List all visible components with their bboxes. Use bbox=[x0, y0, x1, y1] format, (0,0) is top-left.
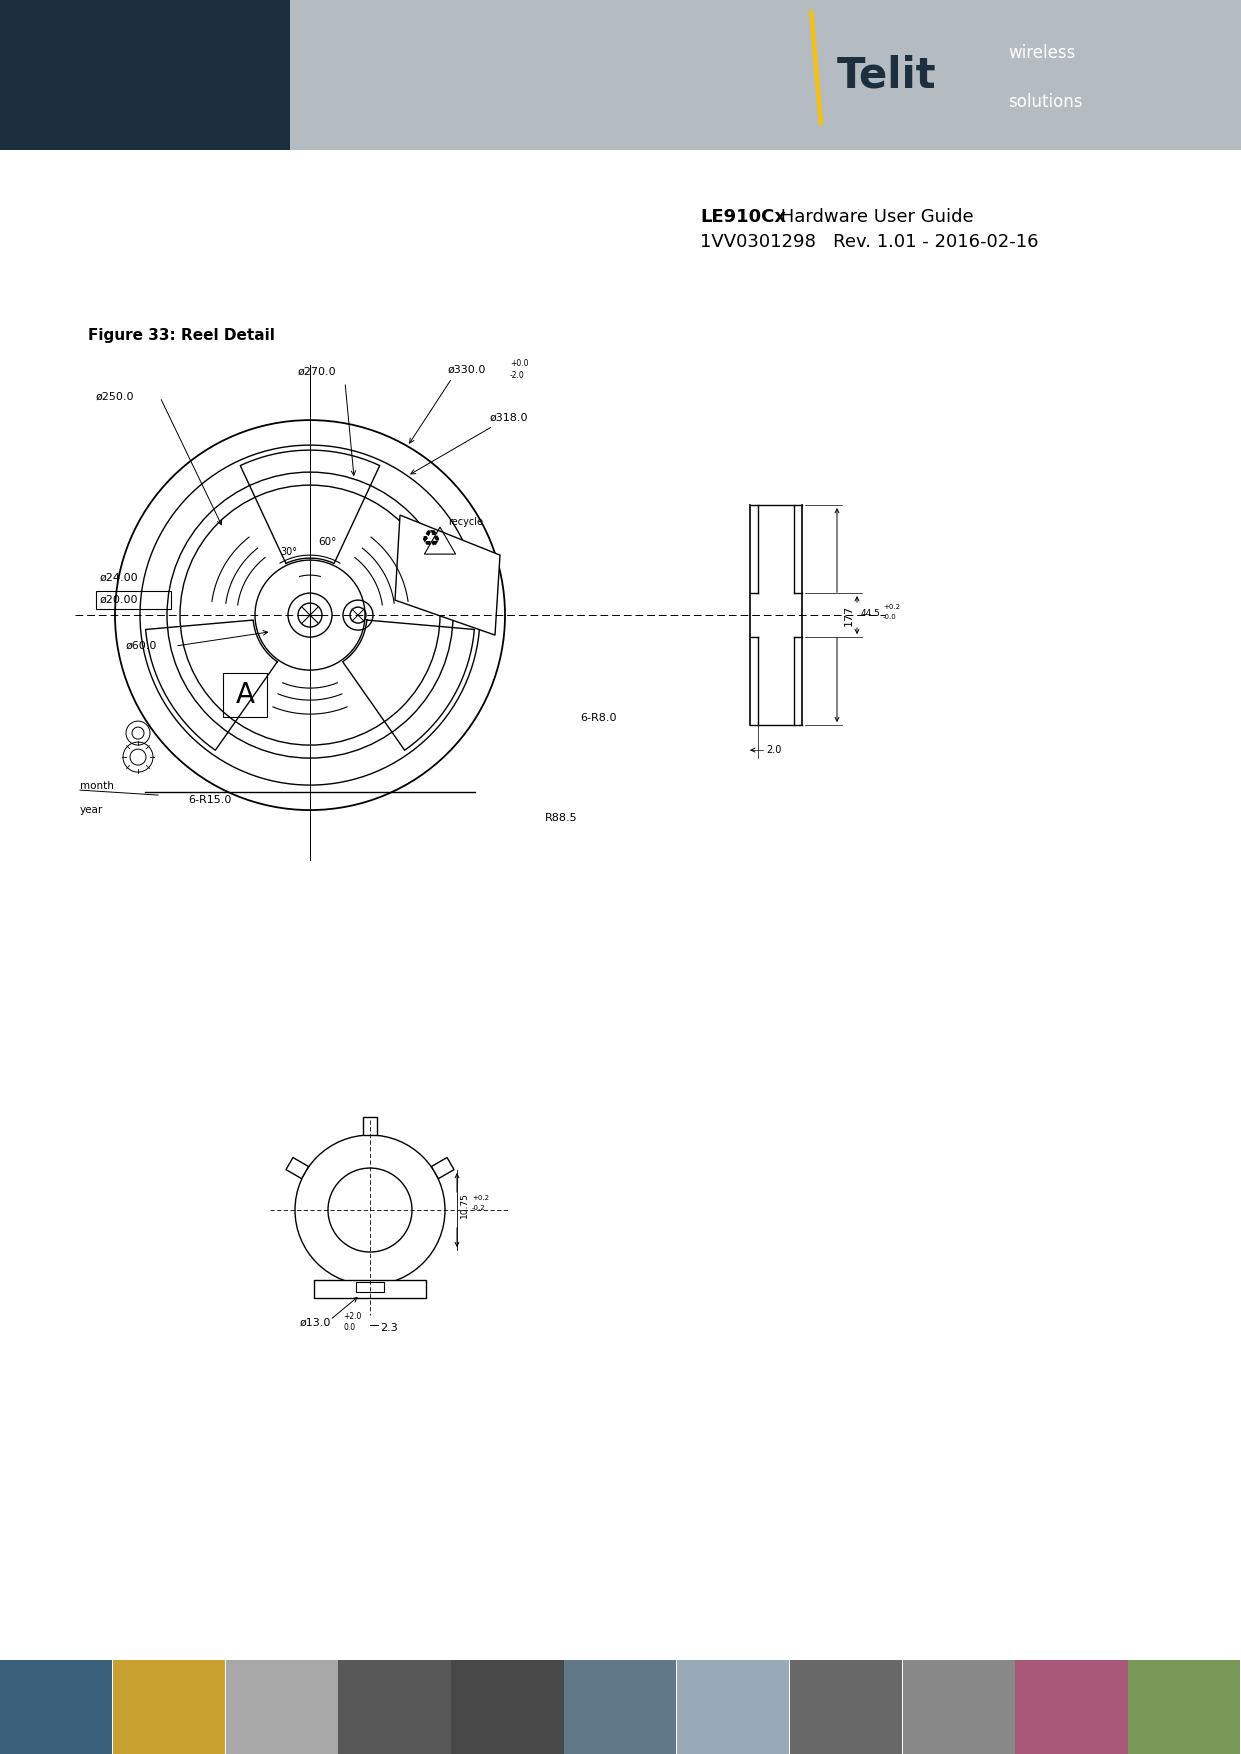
Text: -0.2: -0.2 bbox=[472, 1205, 485, 1210]
Text: 6-R15.0: 6-R15.0 bbox=[189, 795, 232, 805]
Text: ø330.0: ø330.0 bbox=[448, 365, 486, 375]
Bar bbox=[113, 1659, 225, 1754]
Bar bbox=[339, 1659, 450, 1754]
Polygon shape bbox=[285, 1158, 309, 1179]
Text: solutions: solutions bbox=[1008, 93, 1082, 111]
Bar bbox=[226, 1659, 338, 1754]
Polygon shape bbox=[364, 1117, 377, 1135]
Text: Telit: Telit bbox=[836, 54, 937, 96]
Text: +0.2: +0.2 bbox=[884, 603, 900, 610]
Text: -2.0: -2.0 bbox=[510, 370, 525, 379]
Bar bbox=[676, 1659, 789, 1754]
Text: 30°: 30° bbox=[280, 547, 297, 558]
Text: Hardware User Guide: Hardware User Guide bbox=[774, 209, 974, 226]
Text: +0.0: +0.0 bbox=[510, 358, 529, 368]
Text: 2.3: 2.3 bbox=[380, 1323, 398, 1333]
Polygon shape bbox=[395, 516, 500, 635]
Text: 1VV0301298   Rev. 1.01 - 2016-02-16: 1VV0301298 Rev. 1.01 - 2016-02-16 bbox=[700, 233, 1039, 251]
Text: 44.5: 44.5 bbox=[861, 609, 881, 617]
Bar bbox=[356, 1282, 383, 1293]
Text: 0.0: 0.0 bbox=[343, 1323, 355, 1331]
Text: 6-R8.0: 6-R8.0 bbox=[580, 714, 617, 723]
Text: year: year bbox=[79, 805, 103, 816]
Bar bbox=[1128, 1659, 1241, 1754]
Text: 2.0: 2.0 bbox=[766, 745, 782, 754]
Text: month: month bbox=[79, 781, 114, 791]
Text: 10.75: 10.75 bbox=[460, 1193, 469, 1217]
Bar bbox=[565, 1659, 676, 1754]
Bar bbox=[452, 1659, 563, 1754]
Polygon shape bbox=[432, 1158, 454, 1179]
Text: ø318.0: ø318.0 bbox=[490, 414, 529, 423]
Text: ø24.00: ø24.00 bbox=[101, 574, 139, 582]
Text: +2.0: +2.0 bbox=[343, 1312, 361, 1321]
Text: 60°: 60° bbox=[318, 537, 336, 547]
Text: ø270.0: ø270.0 bbox=[298, 367, 336, 377]
Text: recycle: recycle bbox=[448, 517, 483, 528]
Bar bbox=[314, 1280, 426, 1298]
Text: ø60.0: ø60.0 bbox=[127, 642, 158, 651]
Text: ø13.0: ø13.0 bbox=[300, 1317, 331, 1328]
Text: R88.5: R88.5 bbox=[545, 814, 577, 823]
Bar bbox=[0, 1659, 113, 1754]
Text: -0.0: -0.0 bbox=[884, 614, 897, 621]
Text: Figure 33: Reel Detail: Figure 33: Reel Detail bbox=[88, 328, 274, 344]
Text: wireless: wireless bbox=[1008, 44, 1076, 61]
Bar bbox=[1015, 1659, 1128, 1754]
Text: LE910Cx: LE910Cx bbox=[700, 209, 786, 226]
Text: 177: 177 bbox=[844, 605, 854, 626]
Bar bbox=[96, 591, 171, 609]
Bar bbox=[789, 1659, 902, 1754]
Text: ♻: ♻ bbox=[419, 530, 441, 551]
Bar bbox=[902, 1659, 1015, 1754]
Bar bbox=[223, 674, 267, 717]
Text: ø250.0: ø250.0 bbox=[96, 393, 134, 402]
Text: ø20.00: ø20.00 bbox=[101, 595, 139, 605]
Text: +0.2: +0.2 bbox=[472, 1194, 489, 1201]
Text: A: A bbox=[236, 681, 254, 709]
